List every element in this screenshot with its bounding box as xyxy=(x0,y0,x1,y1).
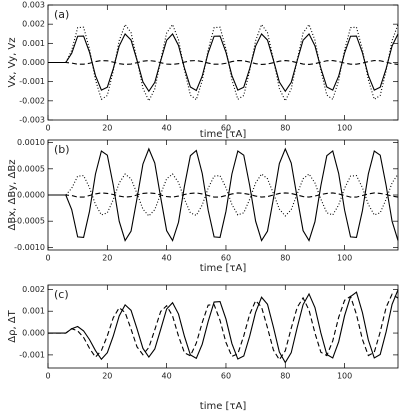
y-tick-label: 0.000 xyxy=(22,58,45,67)
y-tick-label: -0.001 xyxy=(19,77,45,86)
data-line xyxy=(48,23,399,103)
data-line xyxy=(48,173,399,217)
x-axis-title: time [τA] xyxy=(200,129,247,140)
data-line xyxy=(48,60,399,65)
x-tick-label: 80 xyxy=(280,124,290,133)
y-tick-label: -0.0010 xyxy=(14,243,45,252)
x-tick-label: 0 xyxy=(45,254,50,263)
data-line xyxy=(48,147,399,242)
y-tick-label: 0.003 xyxy=(22,1,45,10)
data-line xyxy=(48,192,399,198)
x-tick-label: 40 xyxy=(162,372,172,381)
data-line xyxy=(48,289,399,364)
panel-label: (b) xyxy=(54,143,70,156)
x-tick-label: 100 xyxy=(337,254,352,263)
y-tick-label: 0.000 xyxy=(22,329,45,338)
y-tick-label: 0.001 xyxy=(22,307,45,316)
x-tick-label: 20 xyxy=(102,254,112,263)
x-tick-label: 0 xyxy=(45,372,50,381)
y-tick-label: 0.001 xyxy=(22,39,45,48)
x-tick-label: 40 xyxy=(162,124,172,133)
y-axis-title: Vx, Vy, Vz xyxy=(7,37,18,87)
x-tick-label: 80 xyxy=(280,254,290,263)
panel-label: (c) xyxy=(54,288,69,301)
y-tick-label: 0.002 xyxy=(22,285,45,294)
y-tick-label: -0.002 xyxy=(19,96,45,105)
y-tick-label: 0.002 xyxy=(22,20,45,29)
x-tick-label: 80 xyxy=(280,372,290,381)
x-tick-label: 60 xyxy=(221,372,231,381)
x-tick-label: 100 xyxy=(337,372,352,381)
data-line xyxy=(48,32,399,93)
x-tick-label: 40 xyxy=(162,254,172,263)
y-axis-title: ΔBx, ΔBy, ΔBz xyxy=(7,160,18,231)
y-tick-label: 0.0005 xyxy=(17,164,45,173)
y-tick-label: -0.001 xyxy=(19,350,45,359)
x-tick-label: 100 xyxy=(337,124,352,133)
x-axis-title: time [τA] xyxy=(200,401,247,412)
plot-frame xyxy=(47,4,399,121)
y-axis-title: Δρ, ΔT xyxy=(7,309,18,342)
x-axis-title: time [τA] xyxy=(200,263,247,274)
x-tick-label: 20 xyxy=(102,372,112,381)
plot-frame xyxy=(47,284,399,369)
x-tick-label: 0 xyxy=(45,124,50,133)
y-tick-label: -0.0005 xyxy=(14,217,45,226)
y-tick-label: -0.003 xyxy=(19,116,45,125)
x-tick-label: 20 xyxy=(102,124,112,133)
x-tick-label: 60 xyxy=(221,124,231,133)
panel-label: (a) xyxy=(54,8,69,21)
y-tick-label: 0.0010 xyxy=(17,138,45,147)
x-tick-label: 60 xyxy=(221,254,231,263)
y-tick-label: 0.0000 xyxy=(17,191,45,200)
data-line xyxy=(48,293,399,361)
